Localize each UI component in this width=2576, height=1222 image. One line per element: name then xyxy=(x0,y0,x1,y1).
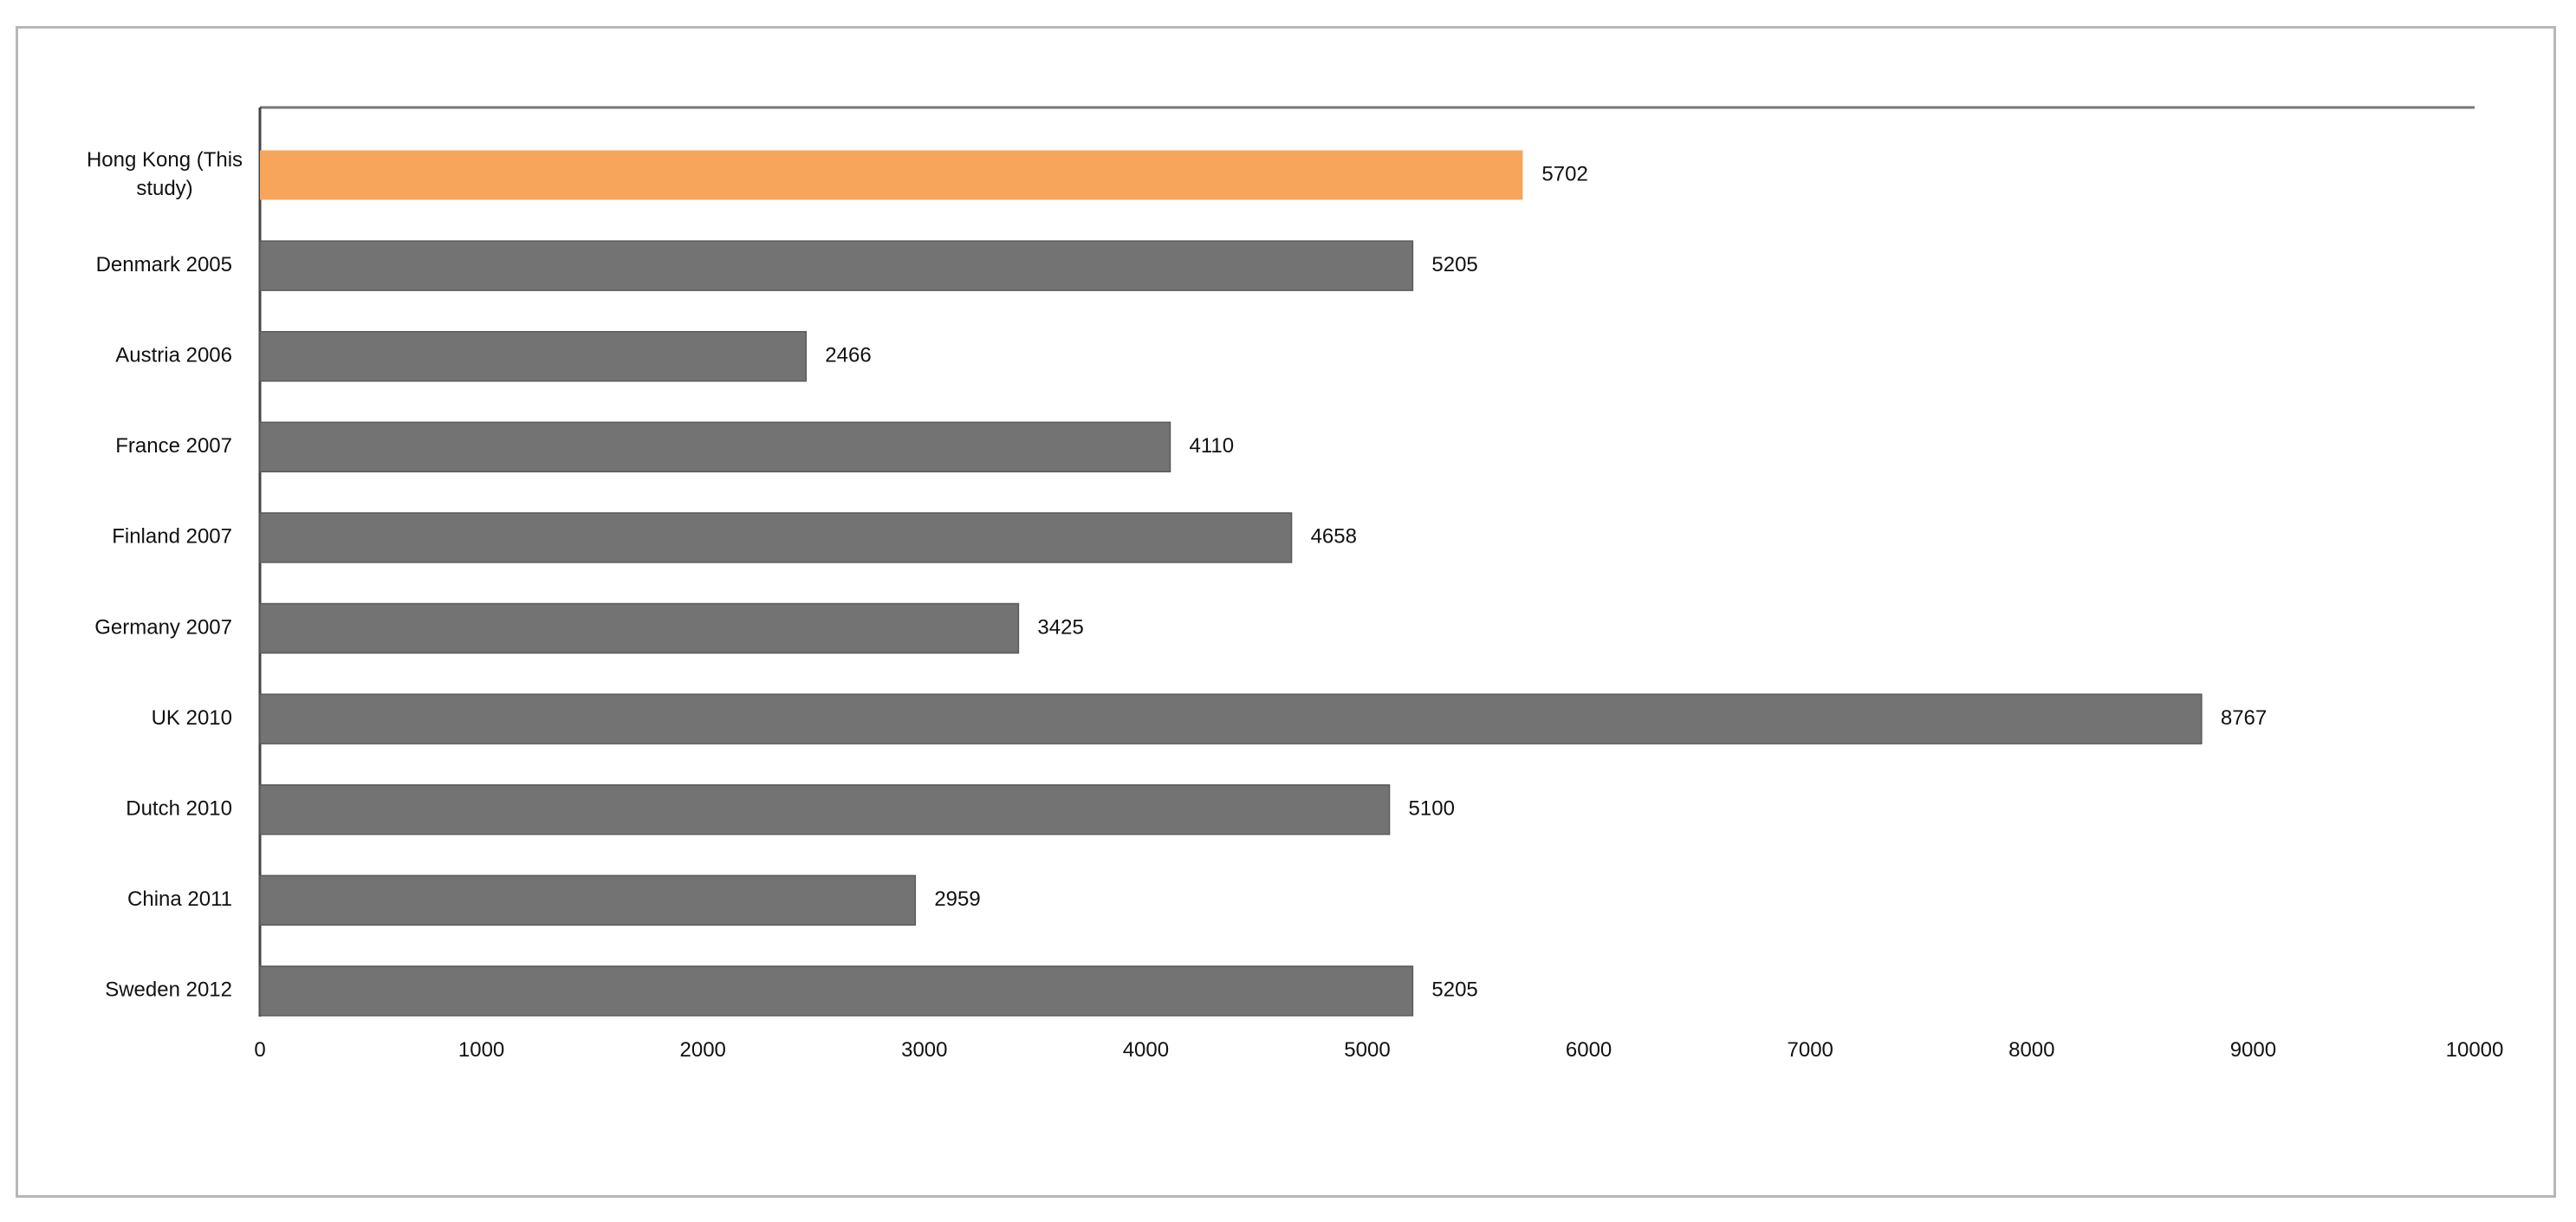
data-label: 5205 xyxy=(1431,253,1477,276)
x-tick-label: 2000 xyxy=(680,1038,726,1062)
bar xyxy=(259,240,1414,291)
category-label: Dutch 2010 xyxy=(126,797,232,821)
category-label-line: Hong Kong (This xyxy=(87,148,243,172)
data-label: 4110 xyxy=(1190,434,1235,458)
data-label: 5100 xyxy=(1409,797,1455,821)
x-tick-label: 1000 xyxy=(458,1038,504,1062)
bar xyxy=(259,602,1020,654)
category-label: China 2011 xyxy=(127,887,232,911)
x-tick-label: 9000 xyxy=(2230,1038,2276,1062)
bar xyxy=(259,693,2203,744)
bar xyxy=(259,783,1391,835)
data-label: 2466 xyxy=(825,344,871,367)
bar xyxy=(259,965,1414,1017)
bar xyxy=(259,330,808,382)
category-label: Sweden 2012 xyxy=(105,978,232,1002)
bar xyxy=(259,874,917,926)
category-label: Denmark 2005 xyxy=(96,253,232,276)
category-label: Austria 2006 xyxy=(115,344,232,367)
bar xyxy=(259,512,1293,563)
category-label-line: study) xyxy=(136,177,192,200)
category-label: Germany 2007 xyxy=(94,615,232,639)
x-tick-label: 5000 xyxy=(1344,1038,1390,1062)
x-tick-label: 4000 xyxy=(1123,1038,1169,1062)
bar xyxy=(259,421,1171,473)
x-tick-label: 10000 xyxy=(2446,1038,2504,1062)
x-tick-label: 7000 xyxy=(1788,1038,1833,1062)
x-tick-label: 0 xyxy=(254,1038,265,1062)
data-label: 5205 xyxy=(1431,978,1477,1002)
category-label: UK 2010 xyxy=(152,706,232,730)
data-label: 2959 xyxy=(934,887,980,911)
x-tick-label: 6000 xyxy=(1566,1038,1612,1062)
x-tick-label: 8000 xyxy=(2008,1038,2054,1062)
data-label: 4658 xyxy=(1311,525,1357,549)
data-label: 8767 xyxy=(2221,706,2267,730)
bar xyxy=(260,150,1523,200)
x-tick-label: 3000 xyxy=(901,1038,947,1062)
category-label: Hong Kong (This study) xyxy=(87,148,243,200)
data-label: 3425 xyxy=(1037,615,1083,639)
bars xyxy=(259,150,2203,1017)
category-label: France 2007 xyxy=(115,434,232,458)
category-labels: 5702 Hong Kong (This study) 5205 Denmark 200… xyxy=(87,148,2267,1002)
data-label: 5702 xyxy=(1541,162,1587,185)
category-label: Finland 2007 xyxy=(112,525,232,549)
x-axis-ticks: 0 1000 2000 3000 4000 5000 6000 7000 8000 9000 100… xyxy=(254,1038,2503,1062)
